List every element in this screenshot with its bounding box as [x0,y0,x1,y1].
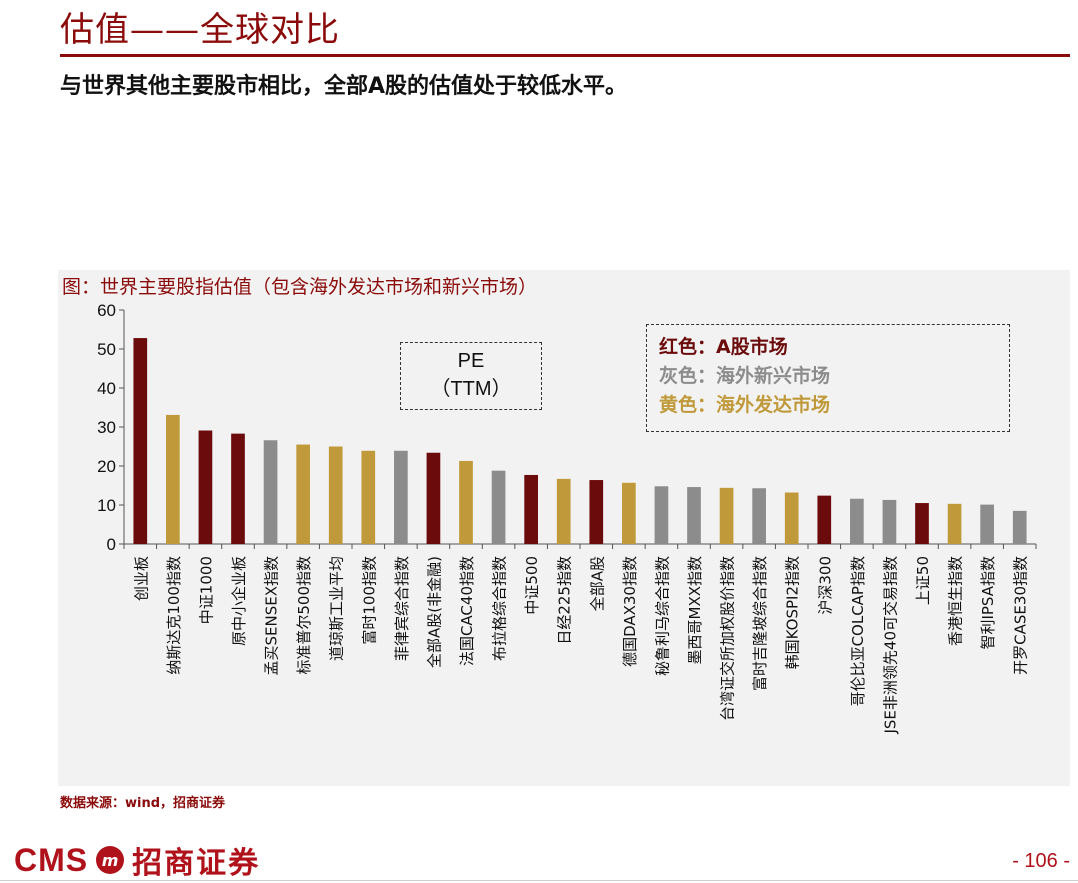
x-tick-label: 中证500 [523,556,541,615]
bar [198,430,213,544]
pe-label: PE [457,350,485,372]
y-tick-label: 10 [97,496,116,515]
bar [947,503,962,544]
y-tick-label: 60 [97,301,116,320]
x-tick-label: 道琼斯工业平均 [328,556,346,661]
x-tick-label: 全部A股 [588,556,606,611]
x-tick-label: 中证1000 [197,556,215,624]
x-tick-label: 原中小企业板 [230,556,248,646]
y-tick-label: 40 [97,379,116,398]
company-logo: CMS m 招商证券 [14,838,260,882]
bar [426,452,441,544]
x-tick-label: 台湾证交所加权股价指数 [719,556,737,721]
title-divider [60,54,1070,57]
x-tick-label: 创业板 [132,556,150,601]
y-tick-label: 0 [107,535,116,554]
pe-ttm-note: PE （TTM） [400,342,542,410]
page-title: 估值——全球对比 [60,10,340,50]
bar [296,444,310,544]
color-legend: 红色：A股市场 灰色：海外新兴市场 黄色：海外发达市场 [646,324,1010,432]
y-tick-label: 20 [97,457,116,476]
x-tick-label: 菲律宾综合指数 [393,556,411,661]
x-tick-label: 德国DAX30指数 [621,556,639,667]
y-tick-label: 30 [97,418,116,437]
pe-bar-chart: 0 10 20 30 40 50 60 创业板 纳斯达克100指数 中证1000 原中小企业板 孟买… [97,301,1037,735]
data-source: 数据来源：wind，招商证券 [60,796,226,811]
bar [394,450,408,544]
x-tick-label: 上证50 [914,556,932,605]
x-tick-label: 智利IPSA指数 [979,556,997,650]
x-tick-label: 哥伦比亚COLCAP指数 [849,556,867,706]
bar [1012,510,1027,544]
bar [231,433,245,544]
x-tick-label: 香港恒生指数 [947,556,965,646]
chart-caption: 图：世界主要股指估值（包含海外发达市场和新兴市场） [62,276,538,298]
legend-a-share: 红色：A股市场 [659,336,788,358]
ttm-label: （TTM） [430,378,512,400]
bar [882,499,897,544]
logo-cms-text: CMS [14,841,89,878]
x-tick-label: 沪深300 [816,556,834,615]
x-tick-label: 法国CAC40指数 [458,556,476,666]
x-tick-label: 标准普尔500指数 [295,556,313,675]
bar [589,480,604,544]
x-tick-label: 富时100指数 [360,556,378,645]
bar [850,498,864,544]
x-tick-label: 韩国KOSPI2指数 [784,556,802,669]
x-tick-label: JSE非洲领先40可交易指数 [881,556,899,735]
x-tick-label: 布拉格综合指数 [491,556,509,661]
x-tick-label: 纳斯达克100指数 [165,556,183,675]
bar [980,504,994,544]
bar [556,478,571,544]
bar [622,482,636,544]
page-number: - 106 - [1012,850,1070,872]
bar [328,446,343,544]
bar [752,488,766,544]
bar [491,470,506,544]
legend-developed: 黄色：海外发达市场 [659,394,831,416]
x-tick-label: 秘鲁利马综合指数 [653,556,671,676]
bar [166,414,180,544]
y-tick-label: 50 [97,340,116,359]
bar [263,440,278,544]
bar [784,492,799,544]
bar [654,486,669,544]
logo-emblem-icon: m [96,846,125,874]
bar [817,495,832,544]
x-tick-label: 孟买SENSEX指数 [263,556,281,676]
bar [459,460,473,544]
x-tick-label: 开罗CASE30指数 [1012,556,1030,675]
x-tick-label: 全部A股(非金融) [425,556,443,668]
bar [361,450,376,544]
legend-emerging: 灰色：海外新兴市场 [659,365,831,387]
logo-chinese-name: 招商证券 [132,846,261,881]
bar [687,487,701,544]
bar [524,474,538,544]
bar [915,503,929,544]
x-tick-label: 富时吉隆坡综合指数 [751,556,769,691]
x-tick-label: 日经225指数 [556,556,574,645]
page-subtitle: 与世界其他主要股市相比，全部A股的估值处于较低水平。 [60,74,628,99]
bar [719,487,734,544]
footer-divider [0,880,1078,881]
x-tick-label: 墨西哥MXX指数 [686,556,704,665]
bar [133,338,148,544]
